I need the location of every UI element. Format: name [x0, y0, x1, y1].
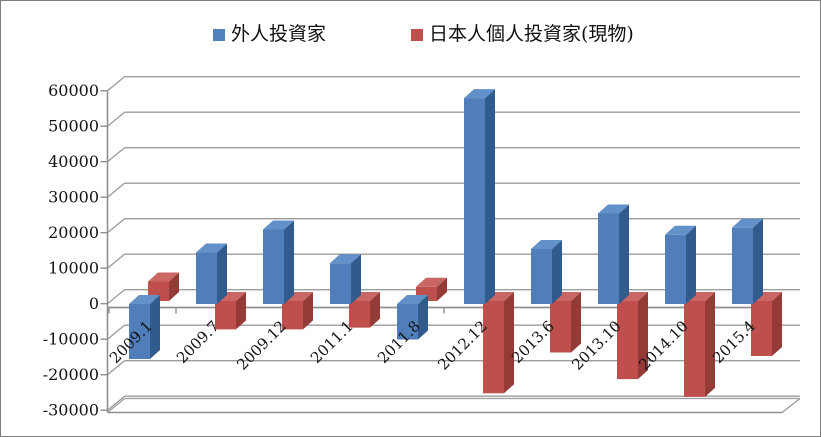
y-tick-label: 20000 [48, 223, 99, 242]
bar-foreign-2009.7 [196, 252, 217, 304]
floor-right-edge [781, 397, 801, 414]
bar-foreign-2009.12-top [263, 220, 294, 230]
bar-foreign-2013.10-top [598, 204, 629, 214]
gridline-wall-connector [107, 182, 125, 198]
bar-japanese-individual-2014.10-side [705, 292, 715, 397]
bar-foreign-2009.1-side [150, 295, 160, 360]
gridline-wall-connector [107, 147, 125, 163]
bar-foreign-2011.1-side [351, 254, 361, 304]
bar-foreign-2015.4-side [753, 218, 763, 304]
legend-label-foreign-investors: 外人投資家 [231, 23, 327, 45]
bar-foreign-2013.10-side [619, 204, 629, 304]
bar-foreign-2011.1 [330, 263, 351, 304]
bar-japanese-individual-2013.6 [550, 301, 571, 353]
gridline-wall-connector [107, 324, 125, 340]
bar-japanese-individual-2009.7-side [236, 292, 246, 330]
bar-japanese-individual-2012.12-side [504, 292, 514, 394]
y-tick-label: 0 [89, 294, 99, 313]
bar-foreign-2015.4-top [732, 218, 763, 228]
y-tick-label: 30000 [48, 188, 99, 207]
bar-foreign-2012.12-side [485, 89, 495, 304]
bar-foreign-2014.10-top [665, 225, 696, 235]
bar-foreign-2009.7-top [196, 243, 227, 253]
gridline-wall-connector [107, 395, 125, 411]
legend-swatch-red-icon [411, 28, 423, 41]
bar-japanese-individual-2009.1-side [169, 272, 179, 301]
bar-foreign-2009.1-top [129, 295, 160, 304]
legend-label-japanese-individual-investors: 日本人個人投資家(現物) [429, 23, 634, 45]
bar-foreign-2011.8-top [397, 295, 428, 304]
legend-swatch-blue-icon [213, 28, 225, 41]
bar-japanese-individual-2013.6-side [571, 292, 581, 353]
gridline-wall-connector [107, 289, 125, 305]
bar-japanese-individual-2011.1 [349, 301, 370, 328]
gridline-wall-connector [107, 111, 125, 127]
bar-foreign-2009.7-side [217, 243, 227, 304]
bar-foreign-2009.12-side [284, 220, 294, 304]
bar-foreign-2012.12 [464, 98, 485, 304]
floor-left-edge [107, 397, 125, 414]
y-tick-label: -20000 [43, 365, 99, 384]
bar-japanese-individual-2011.8-top [416, 277, 447, 287]
bar-foreign-2013.10 [598, 213, 619, 304]
gridline-wall-connector [107, 76, 125, 92]
bar-foreign-2009.1 [129, 304, 150, 360]
gridline-wall-connector [107, 253, 125, 269]
gridline-wall-connector [107, 360, 125, 376]
legend-item-foreign-investors[interactable]: 外人投資家 [213, 25, 326, 44]
bar-foreign-2011.8 [397, 304, 418, 340]
gridline-wall-connector [107, 218, 125, 234]
bar-foreign-2012.12-top [464, 89, 495, 99]
bar-foreign-2015.4 [732, 227, 753, 304]
bar-foreign-2011.1-top [330, 254, 361, 264]
bar-japanese-individual-2009.1-top [148, 272, 179, 282]
y-tick-label: 10000 [48, 259, 99, 278]
bar-japanese-individual-2014.10 [684, 301, 705, 397]
y-tick-label: 60000 [48, 81, 99, 100]
bar-foreign-2014.10-side [686, 225, 696, 304]
bar-foreign-2013.6 [531, 248, 552, 304]
y-tick-label: 50000 [48, 117, 99, 136]
bar-japanese-individual-2013.10 [617, 301, 638, 380]
bar-foreign-2013.6-side [552, 239, 562, 304]
bar-japanese-individual-2009.7 [215, 301, 236, 330]
bar-japanese-individual-2015.4 [751, 301, 772, 357]
y-tick-label: 40000 [48, 152, 99, 171]
bar-japanese-individual-2012.12 [483, 301, 504, 394]
bar-japanese-individual-2009.12 [282, 301, 303, 330]
bar-japanese-individual-2015.4-side [772, 292, 782, 357]
bar-foreign-2009.12 [263, 229, 284, 304]
bar-japanese-individual-2009.12-side [303, 292, 313, 330]
bar-foreign-2013.6-top [531, 239, 562, 249]
bar-foreign-2014.10 [665, 234, 686, 304]
legend-item-japanese-individual-investors[interactable]: 日本人個人投資家(現物) [411, 25, 634, 44]
bar-japanese-individual-2011.8-side [437, 277, 447, 301]
y-tick-label: -30000 [43, 401, 99, 420]
bar-foreign-2011.8-side [418, 295, 428, 340]
bar-japanese-individual-2013.10-side [638, 292, 648, 380]
bar-japanese-individual-2011.1-side [370, 292, 380, 328]
y-tick-label: -10000 [43, 330, 99, 349]
